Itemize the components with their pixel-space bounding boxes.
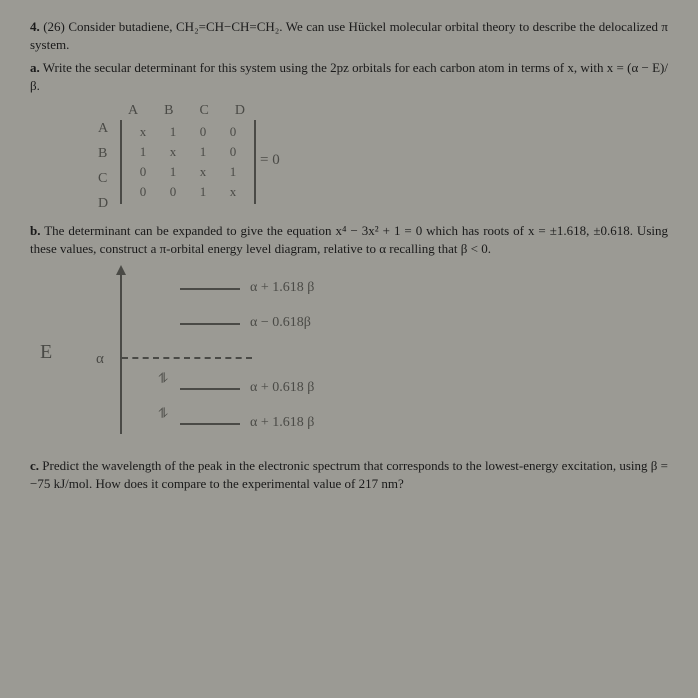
alpha-dashed-line [122, 357, 252, 359]
matrix-cell: 0 [128, 162, 158, 182]
energy-level-diagram: E α α + 1.618 β α − 0.618β ⥮ α + 0.618 β… [60, 269, 668, 439]
row-header: A [98, 120, 108, 139]
axis-line [120, 269, 122, 434]
energy-level: α + 1.618 β [180, 279, 314, 298]
col-header: C [199, 102, 208, 121]
matrix-cell: 0 [128, 182, 158, 202]
problem-points: (26) [43, 19, 65, 34]
electron-pair-icon: ⥮ [158, 406, 168, 425]
level-label: α − 0.618β [250, 314, 311, 333]
arrow-head-icon [116, 265, 126, 275]
matrix-cell: 0 [218, 122, 248, 142]
matrix-cell: 1 [158, 122, 188, 142]
level-label: α + 0.618 β [250, 379, 314, 398]
alpha-reference: α [96, 349, 104, 369]
part-c-text: Predict the wavelength of the peak in th… [30, 458, 668, 491]
level-line [180, 423, 240, 425]
matrix-col-headers: A B C D [128, 102, 245, 121]
row-header: C [98, 170, 108, 189]
matrix-cell: 0 [188, 122, 218, 142]
electron-pair-icon: ⥮ [158, 371, 168, 390]
part-a: a. Write the secular determinant for thi… [30, 59, 668, 94]
equals-zero: = 0 [260, 150, 280, 170]
problem-number: 4. [30, 19, 40, 34]
col-header: A [128, 102, 138, 121]
matrix-cell: x [188, 162, 218, 182]
matrix-cell: 1 [128, 142, 158, 162]
level-line [180, 288, 240, 290]
level-label: α + 1.618 β [250, 414, 314, 433]
energy-axis-label: E [40, 339, 52, 366]
matrix-cell: 1 [188, 182, 218, 202]
matrix-row-headers: A B C D [98, 120, 108, 214]
part-a-text: Write the secular determinant for this s… [30, 60, 668, 93]
secular-determinant: A B C D A B C D x 1 0 0 1 x 1 0 0 1 [80, 102, 668, 202]
matrix-body: x 1 0 0 1 x 1 0 0 1 x 1 0 0 1 x [120, 120, 256, 204]
part-c: c. Predict the wavelength of the peak in… [30, 457, 668, 492]
matrix-cell: 1 [158, 162, 188, 182]
level-line [180, 323, 240, 325]
energy-level: ⥮ α + 1.618 β [180, 414, 314, 433]
problem-intro: 4. (26) Consider butadiene, CH₂=CH−CH=CH… [30, 18, 668, 53]
matrix-cell: x [218, 182, 248, 202]
energy-axis [120, 269, 122, 434]
part-c-label: c. [30, 458, 39, 473]
energy-level: α − 0.618β [180, 314, 311, 333]
col-header: B [164, 102, 173, 121]
matrix-cell: 0 [158, 182, 188, 202]
part-b: b. The determinant can be expanded to gi… [30, 222, 668, 257]
matrix-cell: 0 [218, 142, 248, 162]
row-header: B [98, 145, 108, 164]
row-header: D [98, 195, 108, 214]
matrix-cell: x [158, 142, 188, 162]
matrix-cell: x [128, 122, 158, 142]
part-b-label: b. [30, 223, 40, 238]
energy-level: ⥮ α + 0.618 β [180, 379, 314, 398]
matrix-cell: 1 [188, 142, 218, 162]
level-label: α + 1.618 β [250, 279, 314, 298]
level-line [180, 388, 240, 390]
matrix-cell: 1 [218, 162, 248, 182]
intro-text: Consider butadiene, CH₂=CH−CH=CH₂. We ca… [30, 19, 668, 52]
col-header: D [235, 102, 245, 121]
part-b-text: The determinant can be expanded to give … [30, 223, 668, 256]
part-a-label: a. [30, 60, 40, 75]
